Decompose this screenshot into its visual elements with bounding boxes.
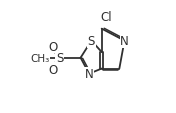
Text: S: S [56, 52, 63, 65]
Text: CH₃: CH₃ [31, 53, 50, 63]
Text: S: S [88, 35, 95, 48]
Text: Cl: Cl [100, 11, 112, 24]
Text: O: O [49, 40, 58, 53]
Text: N: N [120, 35, 129, 48]
Text: N: N [85, 68, 93, 80]
Text: O: O [49, 63, 58, 76]
